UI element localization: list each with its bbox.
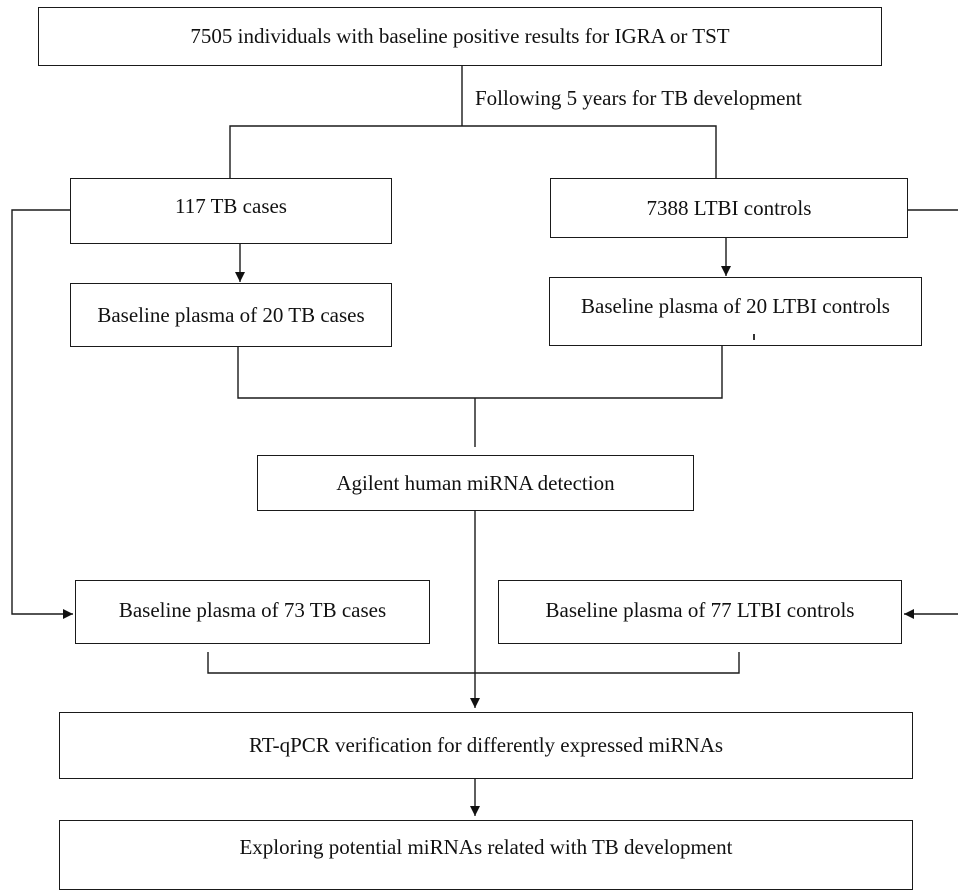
box-plasma-77-ltbi-text: Baseline plasma of 77 LTBI controls xyxy=(545,597,855,622)
box-rtqpcr-text: RT-qPCR verification for differently exp… xyxy=(248,733,724,758)
box-mirna-detection: Agilent human miRNA detection xyxy=(257,455,694,511)
stray-mark xyxy=(753,334,755,340)
connector-merge-20 xyxy=(237,346,723,399)
box-tb-cases-text: 117 TB cases xyxy=(175,193,287,218)
connector-merge-73-77 xyxy=(207,652,740,674)
box-tb-cases: 117 TB cases xyxy=(70,178,392,244)
connector-split xyxy=(229,125,717,178)
box-exploring-text: Exploring potential miRNAs related with … xyxy=(239,835,733,859)
box-baseline-positive-text: 7505 individuals with baseline positive … xyxy=(190,24,730,49)
box-rtqpcr: RT-qPCR verification for differently exp… xyxy=(59,712,913,779)
arrow-tb-to-plasma73 xyxy=(11,209,73,619)
box-plasma-20-tb: Baseline plasma of 20 TB cases xyxy=(70,283,392,347)
box-exploring: Exploring potential miRNAs related with … xyxy=(59,820,913,890)
box-baseline-positive: 7505 individuals with baseline positive … xyxy=(38,7,882,66)
box-plasma-77-ltbi: Baseline plasma of 77 LTBI controls xyxy=(498,580,902,644)
box-ltbi-controls-text: 7388 LTBI controls xyxy=(646,195,812,220)
annotation-followup: Following 5 years for TB development xyxy=(475,86,802,110)
box-plasma-20-ltbi: Baseline plasma of 20 LTBI controls xyxy=(549,277,922,346)
box-plasma-20-tb-text: Baseline plasma of 20 TB cases xyxy=(97,302,365,327)
box-plasma-73-tb-text: Baseline plasma of 73 TB cases xyxy=(118,597,387,622)
box-ltbi-controls: 7388 LTBI controls xyxy=(550,178,908,238)
box-plasma-20-ltbi-text: Baseline plasma of 20 LTBI controls xyxy=(581,294,890,319)
box-mirna-detection-text: Agilent human miRNA detection xyxy=(336,470,615,495)
box-plasma-73-tb: Baseline plasma of 73 TB cases xyxy=(75,580,430,644)
